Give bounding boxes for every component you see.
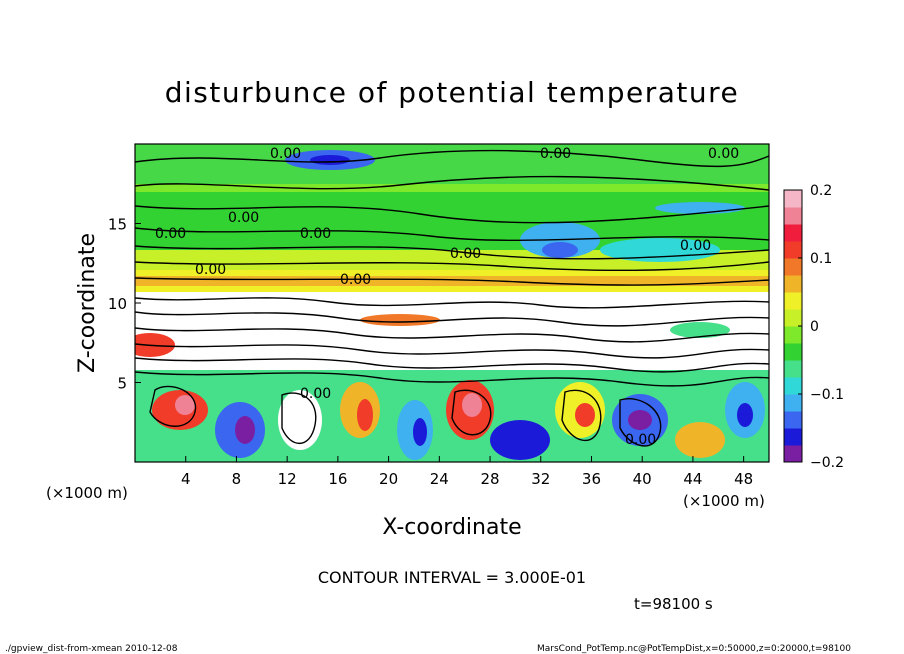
x-tick-label: 16 (328, 470, 347, 488)
colorbar-swatch (784, 411, 802, 429)
x-tick-label: 24 (430, 470, 449, 488)
contour-label: 0.00 (195, 262, 226, 278)
x-tick-label: 36 (582, 470, 601, 488)
time-stamp: t=98100 s (634, 595, 713, 613)
colorbar-swatch (784, 394, 802, 412)
y-axis-label: Z-coordinate (75, 233, 100, 373)
field-patch (575, 403, 595, 427)
x-axis-label: X-coordinate (382, 515, 521, 540)
contour-lines (135, 149, 769, 447)
field-patch (655, 202, 745, 214)
contour-label: 0.00 (450, 246, 481, 262)
contour-label: 0.00 (680, 238, 711, 254)
contour-label: 0.00 (625, 432, 656, 448)
field-band (135, 270, 769, 276)
x-tick-label: 28 (480, 470, 499, 488)
field-patch (675, 422, 725, 458)
colorbar-swatch (784, 445, 802, 463)
contour-interval: CONTOUR INTERVAL = 3.000E-01 (318, 568, 586, 587)
contour-label: 0.00 (228, 210, 259, 226)
field-band (135, 286, 769, 292)
colorbar-tick-label: 0.1 (810, 251, 832, 267)
field-band (135, 276, 769, 286)
x-tick-label: 20 (379, 470, 398, 488)
field-patch (462, 393, 482, 417)
contour-label: 0.00 (155, 226, 186, 242)
field-patch (600, 238, 720, 262)
plot-area: 0.00 0.00 0.00 0.00 0.00 0.00 0.00 0.00 … (108, 143, 770, 488)
contour-label: 0.00 (300, 226, 331, 242)
x-tick-label: 48 (734, 470, 753, 488)
footer-left: ./gpview_dist-from-xmean 2010-12-08 (5, 644, 178, 654)
field-band (135, 144, 769, 184)
colorbar-swatch (784, 224, 802, 242)
contour-label: 0.00 (270, 146, 301, 162)
field-patch (357, 399, 373, 431)
z-tick-label: 10 (108, 295, 127, 313)
x-tick-label: 32 (531, 470, 550, 488)
colorbar-swatch (784, 275, 802, 293)
z-tick-label: 15 (108, 216, 127, 234)
field-patch (175, 395, 195, 415)
colorbar-swatch (784, 241, 802, 259)
x-axis-ticks: 4 8 12 16 20 24 28 32 36 40 44 48 (181, 456, 753, 488)
contour-label: 0.00 (340, 272, 371, 288)
x-unit-right: (×1000 m) (683, 492, 765, 510)
colorbar-swatch (784, 360, 802, 378)
colorbar-swatch (784, 309, 802, 327)
colorbar-tick-label: 0.2 (810, 183, 832, 199)
colorbar-swatch (784, 377, 802, 395)
z-tick-label: 5 (117, 375, 127, 393)
colorbar-tick-label: −0.2 (810, 455, 844, 471)
x-tick-label: 8 (232, 470, 242, 488)
field-patch (360, 314, 440, 326)
colorbar-swatch (784, 207, 802, 225)
chart-title: disturbunce of potential temperature (165, 76, 740, 109)
colorbar-swatch (784, 292, 802, 310)
x-tick-label: 44 (683, 470, 702, 488)
field-patch (737, 403, 753, 427)
colorbar-swatch (784, 343, 802, 361)
colorbar-swatch (784, 190, 802, 208)
field-patch (235, 416, 255, 444)
contour-labels: 0.00 0.00 0.00 0.00 0.00 0.00 0.00 0.00 … (155, 146, 739, 448)
field-patch (490, 420, 550, 460)
colorbar-swatch (784, 428, 802, 446)
colorbar-tick-label: 0 (810, 319, 819, 335)
x-unit-left: (×1000 m) (46, 484, 128, 502)
x-tick-label: 12 (278, 470, 297, 488)
colorbar-tick-label: −0.1 (810, 387, 844, 403)
footer-right: MarsCond_PotTemp.nc@PotTempDist,x=0:5000… (537, 644, 851, 654)
colorbar-swatch (784, 326, 802, 344)
colorbar: 0.2 0.1 0 −0.1 −0.2 (783, 183, 844, 471)
contour-label: 0.00 (300, 386, 331, 402)
x-tick-label: 40 (633, 470, 652, 488)
field-band (135, 184, 769, 192)
field-patch (542, 242, 578, 258)
field-patch (310, 155, 350, 165)
field-patch (413, 418, 427, 446)
field-patch (670, 322, 730, 338)
contour-label: 0.00 (540, 146, 571, 162)
x-tick-label: 4 (181, 470, 191, 488)
z-axis-ticks: 5 10 15 (108, 216, 141, 393)
field-patch (628, 410, 652, 430)
colorbar-swatch (784, 258, 802, 276)
contour-label: 0.00 (708, 146, 739, 162)
